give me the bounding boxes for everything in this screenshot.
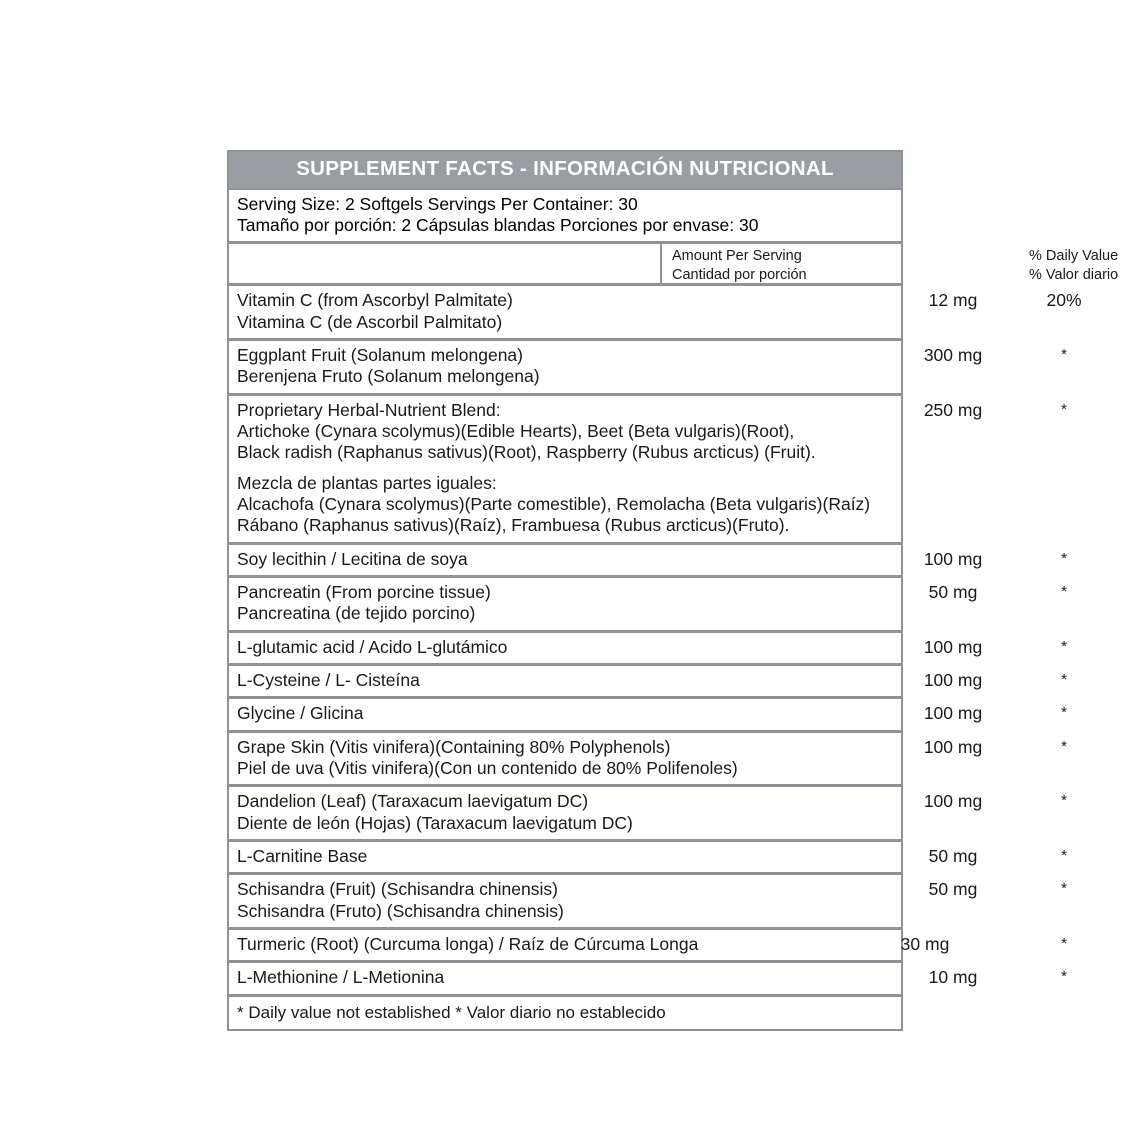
daily-value-value: * [1061, 400, 1067, 418]
ingredient-name: Eggplant Fruit (Solanum melongena) Berenj… [237, 345, 893, 388]
amount-header-en: Amount Per Serving [672, 248, 802, 265]
daily-value-header: % Daily Value % Valor diario [1029, 247, 1118, 284]
amount-per-serving-value: 100 mg [923, 703, 983, 724]
ingredient-name-line: L-glutamic acid / Acido L-glutámico [237, 636, 508, 657]
column-header-divider [660, 244, 662, 284]
amount-per-serving-value: 50 mg [928, 846, 978, 867]
ingredient-name-line: Black radish (Raphanus sativus)(Root), R… [237, 442, 816, 463]
daily-value-value: * [1061, 583, 1067, 601]
ingredient-name: Glycine / Glicina [237, 703, 893, 724]
ingredient-name: Turmeric (Root) (Curcuma longa) / Raíz d… [237, 934, 893, 955]
daily-value-value: 20% [1046, 290, 1082, 311]
ingredient-name: Proprietary Herbal-Nutrient Blend: Artich… [237, 400, 893, 464]
amount-header-es: Cantidad por porción [672, 266, 807, 283]
amount-per-serving-value: 300 mg [923, 344, 983, 365]
daily-value-value: * [1061, 345, 1067, 363]
footnote: * Daily value not established * Valor di… [229, 993, 901, 1029]
ingredient-name-line: L-Carnitine Base [237, 846, 368, 867]
ingredient-name-es: Mezcla de plantas partes iguales: Alcacho… [237, 473, 893, 537]
table-row: Proprietary Herbal-Nutrient Blend: Artich… [229, 392, 1067, 542]
ingredient-name-line: Eggplant Fruit (Solanum melongena) [237, 344, 523, 365]
table-row: L-Cysteine / L- Cisteína 100 mg * [229, 663, 1067, 696]
amount-per-serving-value: 50 mg [928, 879, 978, 900]
daily-value-header-en: % Daily Value [1029, 248, 1119, 265]
ingredient-name-line: Schisandra (Fruto) (Schisandra chinensis… [237, 900, 564, 921]
serving-size-block: Serving Size: 2 Softgels Servings Per Co… [229, 190, 901, 242]
ingredient-name: Grape Skin (Vitis vinifera)(Containing 8… [237, 737, 893, 780]
ingredient-name: L-Carnitine Base [237, 846, 893, 867]
amount-per-serving-value: 50 mg [928, 582, 978, 603]
ingredient-name-line: Soy lecithin / Lecitina de soya [237, 548, 468, 569]
table-row: Dandelion (Leaf) (Taraxacum laevigatum D… [229, 784, 1067, 839]
table-row: L-glutamic acid / Acido L-glutámico 100 m… [229, 629, 1067, 663]
amount-per-serving-value: 100 mg [923, 791, 983, 812]
ingredient-name-line: Proprietary Herbal-Nutrient Blend: [237, 399, 501, 420]
serving-size-en: Serving Size: 2 Softgels Servings Per Co… [237, 193, 638, 214]
table-row: Schisandra (Fruit) (Schisandra chinensis… [229, 872, 1067, 927]
serving-size-es: Tamaño por porción: 2 Cápsulas blandas P… [237, 214, 759, 235]
amount-per-serving-value: 100 mg [923, 670, 983, 691]
ingredient-name-line: Turmeric (Root) (Curcuma longa) / Raíz d… [237, 934, 699, 955]
table-row: Pancreatin (From porcine tissue) Pancreat… [229, 575, 1067, 630]
amount-per-serving-value: 250 mg [923, 399, 983, 420]
ingredient-name: Schisandra (Fruit) (Schisandra chinensis… [237, 879, 893, 922]
table-row: L-Methionine / L-Metionina 10 mg * [229, 960, 1067, 993]
ingredient-name-line: Berenjena Fruto (Solanum melongena) [237, 366, 540, 387]
ingredient-name: Dandelion (Leaf) (Taraxacum laevigatum D… [237, 791, 893, 834]
table-row: Turmeric (Root) (Curcuma longa) / Raíz d… [229, 927, 1067, 960]
ingredient-name-line: Mezcla de plantas partes iguales: [237, 472, 497, 493]
ingredient-name-line: Dandelion (Leaf) (Taraxacum laevigatum D… [237, 791, 589, 812]
daily-value-value: * [1061, 935, 1067, 953]
daily-value-value: * [1061, 792, 1067, 810]
table-row: Glycine / Glicina 100 mg * [229, 696, 1067, 729]
ingredient-name: Vitamin C (from Ascorbyl Palmitate) Vitam… [237, 290, 893, 333]
amount-per-serving-value: 12 mg [928, 290, 978, 311]
ingredient-name-line: Rábano (Raphanus sativus)(Raíz), Frambue… [237, 515, 790, 536]
daily-value-value: * [1061, 704, 1067, 722]
amount-per-serving-header: Amount Per Serving Cantidad por porción [672, 247, 807, 284]
table-row: Soy lecithin / Lecitina de soya 100 mg * [229, 541, 1067, 575]
amount-per-serving-value: 30 mg [900, 934, 950, 955]
ingredient-name: L-Methionine / L-Metionina [237, 967, 893, 988]
table-row: Grape Skin (Vitis vinifera)(Containing 8… [229, 729, 1067, 785]
daily-value-value: * [1061, 968, 1067, 986]
ingredient-name-line: Pancreatin (From porcine tissue) [237, 582, 491, 603]
daily-value-value: * [1061, 847, 1067, 865]
ingredient-name-line: Grape Skin (Vitis vinifera)(Containing 8… [237, 736, 671, 757]
amount-per-serving-value: 100 mg [923, 548, 983, 569]
supplement-facts-panel: SUPPLEMENT FACTS - INFORMACIÓN NUTRICION… [227, 150, 1118, 1032]
ingredient-name-line: Pancreatina (de tejido porcino) [237, 603, 476, 624]
ingredient-name-line: Diente de león (Hojas) (Taraxacum laevig… [237, 812, 633, 833]
amount-per-serving-value: 10 mg [928, 967, 978, 988]
ingredient-name-line: Piel de uva (Vitis vinifera)(Con un cont… [237, 758, 738, 779]
ingredient-name-line: Glycine / Glicina [237, 703, 364, 724]
table-row: Eggplant Fruit (Solanum melongena) Berenj… [229, 337, 1067, 393]
daily-value-value: * [1061, 549, 1067, 567]
ingredient-name-line: L-Methionine / L-Metionina [237, 967, 445, 988]
table-row: L-Carnitine Base 50 mg * [229, 839, 1067, 872]
ingredient-name: L-Cysteine / L- Cisteína [237, 670, 893, 691]
column-headers: Amount Per Serving Cantidad por porción … [229, 241, 1118, 284]
ingredient-name-line: Alcachofa (Cynara scolymus)(Parte comest… [237, 493, 871, 514]
ingredient-name-line: Vitamina C (de Ascorbil Palmitato) [237, 311, 503, 332]
panel-title: SUPPLEMENT FACTS - INFORMACIÓN NUTRICION… [229, 152, 901, 190]
ingredient-name: L-glutamic acid / Acido L-glutámico [237, 637, 893, 658]
ingredient-name: Soy lecithin / Lecitina de soya [237, 549, 893, 570]
ingredient-rows: Vitamin C (from Ascorbyl Palmitate) Vitam… [229, 283, 1082, 994]
ingredient-name-line: Schisandra (Fruit) (Schisandra chinensis… [237, 879, 558, 900]
amount-per-serving-value: 100 mg [923, 736, 983, 757]
daily-value-value: * [1061, 880, 1067, 898]
ingredient-name-line: Vitamin C (from Ascorbyl Palmitate) [237, 290, 513, 311]
daily-value-value: * [1061, 671, 1067, 689]
daily-value-header-es: % Valor diario [1029, 266, 1119, 283]
blend-spacer [237, 464, 893, 473]
table-row: Vitamin C (from Ascorbyl Palmitate) Vitam… [229, 283, 1082, 338]
ingredient-name-line: Artichoke (Cynara scolymus)(Edible Heart… [237, 420, 795, 441]
ingredient-name-line: L-Cysteine / L- Cisteína [237, 670, 420, 691]
daily-value-value: * [1061, 737, 1067, 755]
amount-per-serving-value: 100 mg [923, 636, 983, 657]
daily-value-value: * [1061, 637, 1067, 655]
ingredient-name: Pancreatin (From porcine tissue) Pancreat… [237, 582, 893, 625]
